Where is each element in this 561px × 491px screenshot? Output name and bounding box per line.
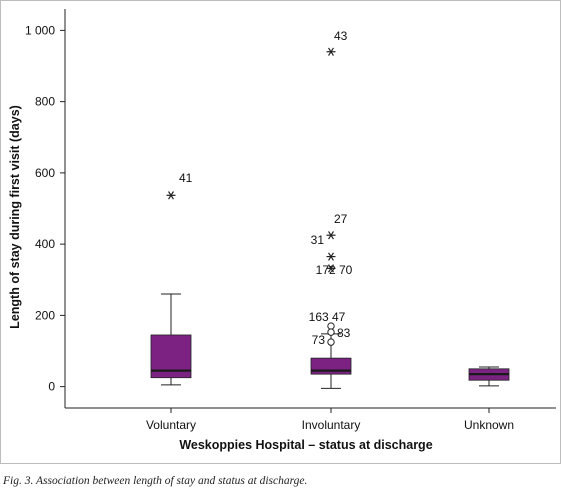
outlier-point [327, 338, 335, 346]
x-tick-label: Involuntary [302, 418, 361, 432]
figure-caption: Fig. 3. Association between length of st… [3, 475, 308, 487]
circle-marker [327, 338, 335, 346]
outlier-point [326, 231, 336, 240]
outlier-label: 41 [179, 171, 193, 185]
outlier-label: 27 [334, 212, 348, 226]
outlier-point [326, 264, 336, 273]
outlier-point [327, 328, 335, 336]
y-axis-title: Length of stay during first visit (days) [8, 105, 22, 329]
axes: 0 200 400 600 800 1 000 Voluntary Involuntary Un… [25, 9, 556, 432]
boxes-layer [150, 293, 510, 389]
star-marker-stroke [328, 264, 334, 273]
outlier-label: 43 [334, 29, 348, 43]
boxplot-chart: 0 200 400 600 800 1 000 Voluntary Involuntary Un… [8, 9, 556, 452]
outlier-label: 83 [337, 326, 351, 340]
outlier-label: 31 [311, 233, 325, 247]
y-tick-label: 400 [35, 237, 55, 251]
x-tick-label: Unknown [464, 418, 514, 432]
outlier-point [326, 47, 336, 56]
circle-marker [327, 328, 335, 336]
box-unknown [468, 366, 510, 387]
outliers-layer: 41 43 27 31 172 70 163 47 83 73 [166, 29, 353, 347]
outlier-point [166, 191, 176, 200]
x-tick-label: Voluntary [146, 418, 196, 432]
outlier-label: 172 70 [316, 263, 353, 277]
star-marker-stroke [328, 231, 334, 240]
outlier-point [326, 252, 336, 261]
chart-frame: 0 200 400 600 800 1 000 Voluntary Involuntary Un… [0, 0, 561, 464]
x-axis-title: Weskoppies Hospital – status at discharg… [179, 438, 432, 452]
box-iqr [310, 357, 352, 375]
star-marker-stroke [328, 252, 334, 261]
y-tick-label: 0 [48, 380, 55, 394]
star-marker-stroke [168, 191, 174, 200]
box-voluntary [150, 293, 192, 386]
y-tick-label: 1 000 [25, 23, 55, 37]
y-tick-label: 200 [35, 308, 55, 322]
y-tick-label: 600 [35, 166, 55, 180]
outlier-label: 73 [312, 333, 326, 347]
star-marker-stroke [328, 47, 334, 56]
y-tick-label: 800 [35, 95, 55, 109]
outlier-label: 163 47 [309, 310, 346, 324]
